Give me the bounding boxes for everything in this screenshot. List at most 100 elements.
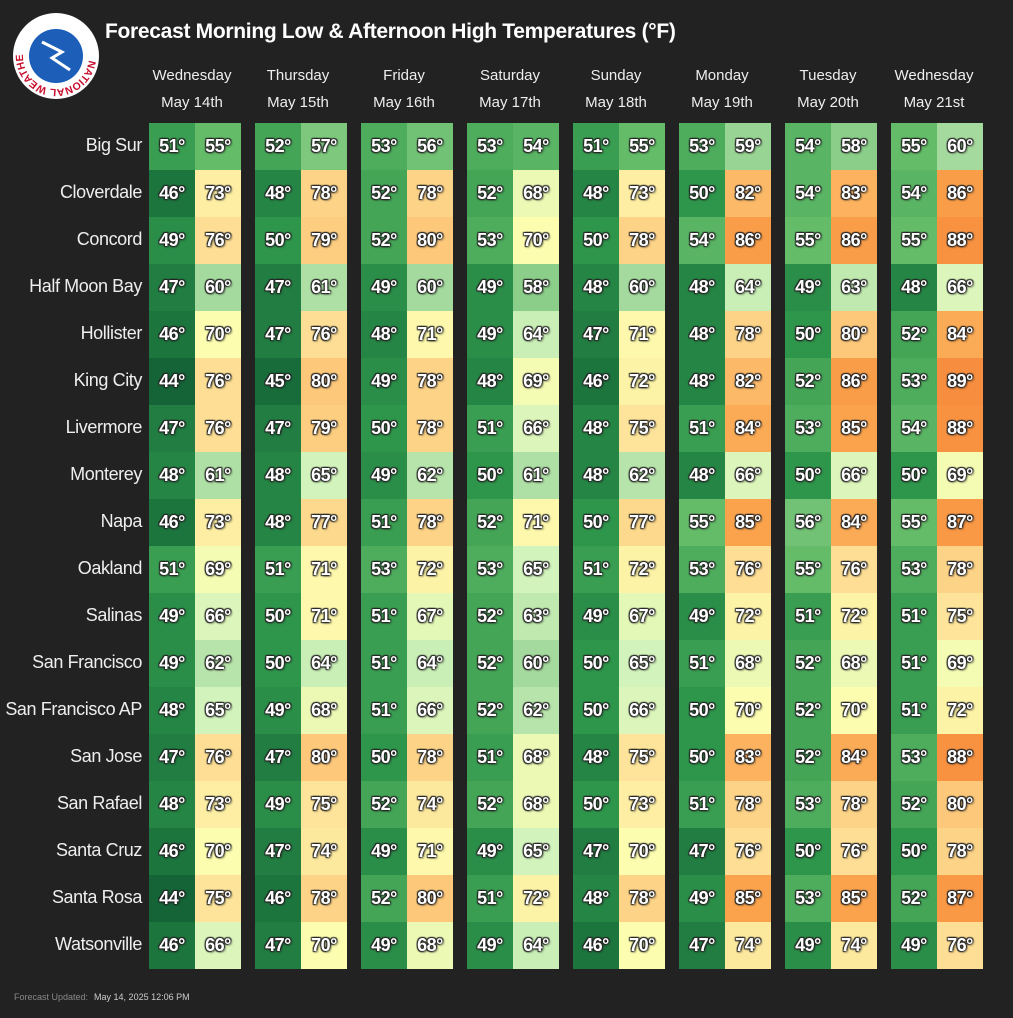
low-temp: 50° xyxy=(573,499,619,546)
low-temp: 52° xyxy=(467,781,513,828)
low-temp: 50° xyxy=(573,217,619,264)
low-temp: 47° xyxy=(149,405,195,452)
high-temp: 76° xyxy=(195,217,241,264)
low-temp: 47° xyxy=(573,311,619,358)
low-temp: 50° xyxy=(255,593,301,640)
high-temp: 60° xyxy=(195,264,241,311)
low-temp: 49° xyxy=(891,922,937,969)
high-temp: 83° xyxy=(725,734,771,781)
low-temp: 52° xyxy=(361,170,407,217)
low-temp: 49° xyxy=(679,875,725,922)
day-date: May 14th xyxy=(161,94,223,111)
high-temp: 72° xyxy=(725,593,771,640)
high-temp: 75° xyxy=(619,405,665,452)
high-temp: 75° xyxy=(301,781,347,828)
high-temp: 85° xyxy=(725,499,771,546)
low-temp: 48° xyxy=(891,264,937,311)
high-temp: 68° xyxy=(301,687,347,734)
high-temp: 78° xyxy=(301,875,347,922)
high-temp: 69° xyxy=(937,452,983,499)
low-temp: 56° xyxy=(785,499,831,546)
high-temp: 61° xyxy=(195,452,241,499)
day-name: Saturday xyxy=(479,67,541,84)
high-temp: 78° xyxy=(407,734,453,781)
high-temp: 64° xyxy=(725,264,771,311)
location-name: San Francisco AP xyxy=(5,699,142,719)
high-temp: 65° xyxy=(513,828,559,875)
high-temp: 64° xyxy=(513,311,559,358)
low-temp: 49° xyxy=(255,687,301,734)
high-temp: 73° xyxy=(195,170,241,217)
high-temp: 73° xyxy=(619,170,665,217)
day-date: May 21st xyxy=(903,94,965,111)
high-temp: 84° xyxy=(831,734,877,781)
location-name: King City xyxy=(73,370,143,390)
low-temp: 55° xyxy=(891,217,937,264)
high-temp: 87° xyxy=(937,499,983,546)
high-temp: 86° xyxy=(725,217,771,264)
low-temp: 49° xyxy=(467,264,513,311)
day-date: May 19th xyxy=(691,94,753,111)
high-temp: 66° xyxy=(407,687,453,734)
low-temp: 51° xyxy=(467,734,513,781)
high-temp: 74° xyxy=(831,922,877,969)
high-temp: 58° xyxy=(831,123,877,170)
low-temp: 48° xyxy=(679,358,725,405)
high-temp: 76° xyxy=(195,358,241,405)
high-temp: 55° xyxy=(195,123,241,170)
location-name: Concord xyxy=(76,229,143,249)
high-temp: 74° xyxy=(725,922,771,969)
high-temp: 78° xyxy=(407,358,453,405)
low-temp: 53° xyxy=(467,546,513,593)
high-temp: 65° xyxy=(513,546,559,593)
low-temp: 52° xyxy=(467,687,513,734)
high-temp: 70° xyxy=(195,828,241,875)
low-temp: 44° xyxy=(149,358,195,405)
high-temp: 70° xyxy=(831,687,877,734)
high-temp: 63° xyxy=(831,264,877,311)
high-temp: 72° xyxy=(619,358,665,405)
footer: Forecast Updated: May 14, 2025 12:06 PM xyxy=(14,992,196,1002)
high-temp: 62° xyxy=(513,687,559,734)
location-name: Santa Rosa xyxy=(51,887,142,907)
high-temp: 69° xyxy=(937,640,983,687)
high-temp: 78° xyxy=(407,170,453,217)
low-temp: 52° xyxy=(785,734,831,781)
high-temp: 88° xyxy=(937,405,983,452)
low-temp: 55° xyxy=(891,123,937,170)
high-temp: 84° xyxy=(725,405,771,452)
low-temp: 48° xyxy=(679,311,725,358)
low-temp: 49° xyxy=(785,922,831,969)
low-temp: 51° xyxy=(467,875,513,922)
high-temp: 66° xyxy=(513,405,559,452)
high-temp: 76° xyxy=(831,546,877,593)
low-temp: 46° xyxy=(149,828,195,875)
low-temp: 50° xyxy=(573,687,619,734)
high-temp: 70° xyxy=(619,828,665,875)
day-name: Wednesday xyxy=(894,67,974,84)
high-temp: 88° xyxy=(937,734,983,781)
low-temp: 49° xyxy=(255,781,301,828)
high-temp: 73° xyxy=(195,499,241,546)
high-temp: 78° xyxy=(831,781,877,828)
low-temp: 47° xyxy=(679,922,725,969)
high-temp: 78° xyxy=(937,828,983,875)
high-temp: 77° xyxy=(619,499,665,546)
high-temp: 75° xyxy=(619,734,665,781)
low-temp: 46° xyxy=(149,170,195,217)
low-temp: 49° xyxy=(467,828,513,875)
low-temp: 51° xyxy=(679,781,725,828)
high-temp: 84° xyxy=(937,311,983,358)
high-temp: 62° xyxy=(195,640,241,687)
high-temp: 61° xyxy=(513,452,559,499)
location-name: San Francisco xyxy=(32,652,142,672)
day-name: Sunday xyxy=(590,67,642,84)
high-temp: 68° xyxy=(725,640,771,687)
low-temp: 54° xyxy=(785,170,831,217)
low-temp: 50° xyxy=(255,217,301,264)
low-temp: 50° xyxy=(361,405,407,452)
day-name: Tuesday xyxy=(799,67,857,84)
high-temp: 70° xyxy=(195,311,241,358)
high-temp: 66° xyxy=(195,593,241,640)
low-temp: 52° xyxy=(467,499,513,546)
